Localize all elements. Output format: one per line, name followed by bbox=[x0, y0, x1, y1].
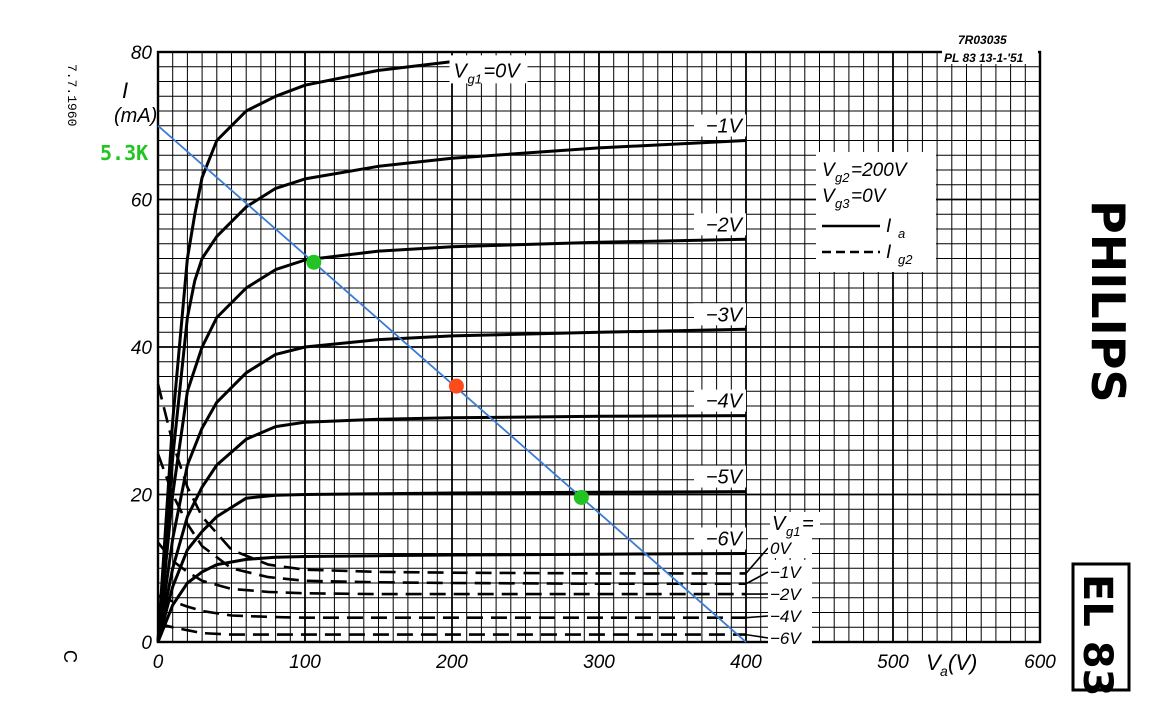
anode-curve-label-bg bbox=[449, 55, 528, 84]
screen-curve-label: −4V bbox=[770, 607, 802, 626]
anode-curve-label-sub: g1 bbox=[468, 71, 482, 86]
anode-curve-label: −1V bbox=[706, 116, 744, 138]
ref-box bbox=[942, 48, 1038, 64]
anode-curve bbox=[156, 552, 747, 643]
legend-ia-sub: a bbox=[898, 226, 905, 241]
screen-curve bbox=[157, 622, 746, 636]
anode-curve-label-bg bbox=[694, 527, 746, 550]
axes bbox=[156, 50, 1042, 644]
screen-curve-label: −2V bbox=[770, 585, 802, 604]
anode-curve bbox=[156, 57, 526, 643]
anode-curve-label-value: =0V bbox=[484, 60, 522, 82]
legend-vg2-sub: g2 bbox=[835, 170, 850, 185]
screen-curve-label: −6V bbox=[770, 629, 802, 648]
anode-curve-label-bg bbox=[694, 114, 746, 137]
screen-current-curves: 0V −1V −2V −4V −6V bbox=[156, 383, 812, 648]
tick-labels: 0 100 200 300 400 500 600 0 20 40 60 80 bbox=[130, 43, 1056, 673]
screen-curve-leader bbox=[745, 571, 769, 585]
legend-ig2: I bbox=[886, 242, 892, 263]
x-axis-label: V bbox=[926, 650, 943, 675]
screen-curve-label-bg bbox=[768, 626, 812, 648]
load-line-label: 5.3K bbox=[100, 141, 148, 165]
ref-code-top: 7R03035 bbox=[958, 33, 1007, 47]
legend-vg2-value: =200V bbox=[851, 160, 909, 181]
y-tick-label: 20 bbox=[130, 486, 153, 507]
legend-ig2-sub: g2 bbox=[898, 252, 913, 267]
x-axis-label-sub: a bbox=[940, 663, 948, 679]
anode-curve-label-bg bbox=[694, 303, 746, 326]
operating-point bbox=[573, 489, 589, 505]
ref-code-bottom: PL 83 13-1-'51 bbox=[944, 51, 1024, 65]
y-tick-label: 60 bbox=[131, 191, 153, 212]
y-tick-label: 40 bbox=[131, 338, 153, 359]
screen-curve-label: −1V bbox=[770, 563, 802, 582]
screen-curve-label-bg bbox=[768, 582, 812, 604]
operating-point bbox=[306, 254, 322, 270]
anode-curve-label: −6V bbox=[706, 529, 744, 551]
anode-curve bbox=[156, 414, 747, 643]
x-tick-label: 200 bbox=[435, 652, 468, 673]
operating-point bbox=[448, 378, 464, 394]
screen-title-bg bbox=[770, 512, 820, 538]
x-tick-label: 600 bbox=[1024, 652, 1056, 673]
screen-curve-label: 0V bbox=[770, 539, 792, 558]
anode-curve-label-bg bbox=[694, 465, 746, 488]
screen-curves-title: V bbox=[772, 513, 787, 535]
screen-curve-label-bg bbox=[768, 604, 812, 626]
x-axis-unit: (V) bbox=[948, 650, 977, 675]
legend: V g2 =200V V g3 =0V I a I g2 bbox=[816, 152, 936, 272]
load-line-group bbox=[157, 125, 747, 643]
anode-curve-label: V bbox=[454, 60, 469, 82]
legend-vg3: V bbox=[822, 186, 837, 207]
screen-curve-label-bg bbox=[768, 536, 812, 558]
anode-curve-label-bg bbox=[694, 389, 746, 412]
screen-curve bbox=[157, 594, 746, 619]
y-axis-unit: (mA) bbox=[114, 105, 157, 127]
corner-mark: C bbox=[60, 650, 80, 663]
brand-logo: PHILIPS bbox=[1081, 200, 1135, 403]
x-tick-label: 0 bbox=[153, 652, 164, 673]
screen-curve-label-bg bbox=[768, 560, 812, 582]
date-stamp: 7.7.1960 bbox=[64, 64, 79, 126]
screen-curve bbox=[156, 383, 746, 575]
anode-curve bbox=[156, 237, 747, 643]
legend-vg3-sub: g3 bbox=[835, 196, 850, 211]
tube-type: EL 83 bbox=[1074, 574, 1120, 696]
plot-frame bbox=[156, 50, 1042, 644]
screen-curve-leader bbox=[745, 615, 769, 619]
anode-curve bbox=[156, 490, 747, 643]
screen-curves-title-sub: g1 bbox=[786, 524, 800, 539]
screen-curve-leader bbox=[745, 547, 769, 574]
anode-curve bbox=[156, 139, 747, 643]
anode-curve-label: −3V bbox=[706, 304, 744, 326]
x-tick-label: 400 bbox=[730, 652, 762, 673]
y-axis-label: I bbox=[122, 78, 128, 103]
tube-type-box: EL 83 bbox=[1071, 562, 1131, 696]
anode-curve-label: −5V bbox=[706, 467, 744, 489]
x-tick-label: 500 bbox=[877, 652, 909, 673]
legend-vg3-value: =0V bbox=[851, 186, 888, 207]
legend-vg2: V bbox=[822, 160, 837, 181]
screen-curves-title-eq: = bbox=[802, 513, 814, 535]
anode-curve-label: −2V bbox=[706, 214, 744, 236]
x-tick-label: 100 bbox=[289, 652, 321, 673]
y-tick-label: 0 bbox=[141, 633, 152, 654]
x-tick-label: 300 bbox=[583, 652, 615, 673]
screen-curve bbox=[156, 541, 746, 596]
anode-curve-label: −4V bbox=[706, 391, 744, 413]
screen-curve-leader bbox=[745, 633, 769, 639]
anode-curve-label-bg bbox=[694, 213, 746, 236]
screen-curve bbox=[156, 453, 746, 585]
y-tick-label: 80 bbox=[131, 43, 153, 64]
legend-ia: I bbox=[886, 216, 892, 237]
